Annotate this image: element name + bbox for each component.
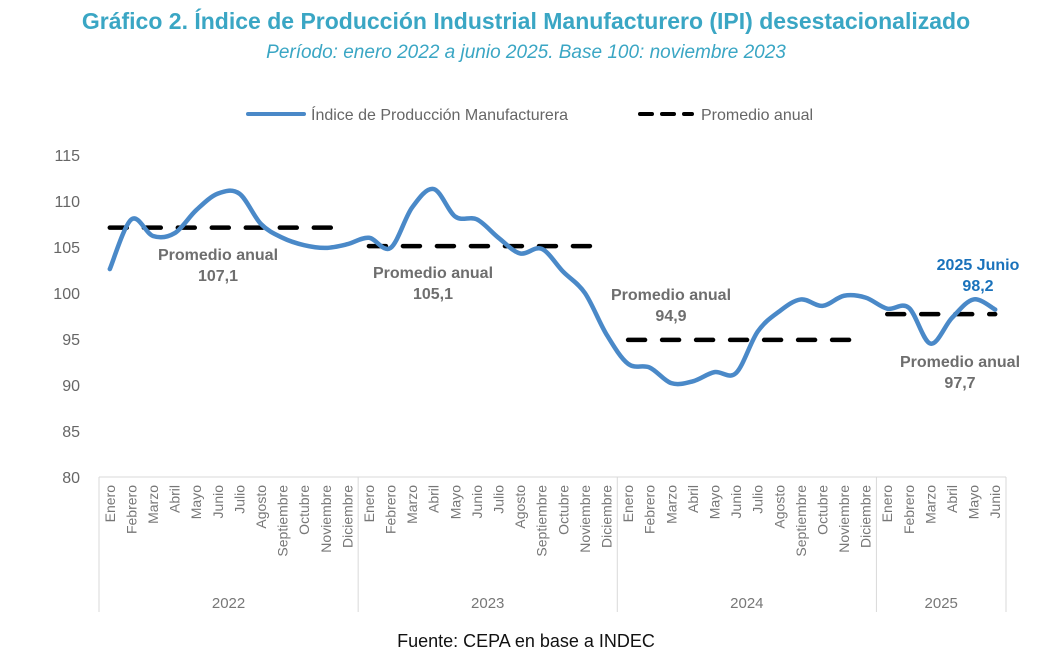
x-tick-label: Abril <box>685 485 701 513</box>
x-tick-label: Enero <box>879 485 895 523</box>
x-tick-label: Enero <box>620 485 636 523</box>
year-label: 2023 <box>471 595 504 612</box>
x-tick-label: Julio <box>750 485 766 514</box>
chart-title: Gráfico 2. Índice de Producción Industri… <box>81 8 971 34</box>
annotation-label: Promedio anual <box>373 265 493 282</box>
x-tick-label: Agosto <box>512 485 528 529</box>
legend: Índice de Producción Manufacturera Prome… <box>246 105 813 124</box>
x-tick-label: Abril <box>426 485 442 513</box>
x-tick-label: Mayo <box>706 485 722 519</box>
annotations: Promedio anual 107,1 Promedio anual 105,1 Pr… <box>158 247 1020 392</box>
annotation-value: 97,7 <box>944 375 975 392</box>
x-tick-label: Octubre <box>296 485 312 535</box>
legend-label-index: Índice de Producción Manufacturera <box>311 105 568 124</box>
x-tick-label: Febrero <box>901 485 917 534</box>
x-tick-label: Mayo <box>447 485 463 519</box>
average-lines <box>107 225 998 343</box>
x-tick-label: Enero <box>361 485 377 523</box>
x-tick-label: Marzo <box>922 485 938 524</box>
annotation-label: Promedio anual <box>158 247 278 264</box>
x-tick-label: Enero <box>102 485 118 523</box>
x-tick-label: Septiembre <box>534 485 550 557</box>
series-index <box>107 186 998 387</box>
year-label: 2025 <box>925 595 958 612</box>
chart-source: Fuente: CEPA en base a INDEC <box>397 631 655 651</box>
annotation-value: 94,9 <box>655 308 686 325</box>
y-tick-label: 95 <box>62 332 80 349</box>
x-tick-label: Abril <box>167 485 183 513</box>
annotation-value: 98,2 <box>962 278 993 295</box>
year-label: 2022 <box>212 595 245 612</box>
y-tick-label: 115 <box>54 148 80 165</box>
x-axis: Enero Febrero Marzo Abril Mayo Junio Julio Agos… <box>98 476 1007 612</box>
x-tick-label: Febrero <box>642 485 658 534</box>
x-tick-label: Julio <box>491 485 507 514</box>
x-tick-label: Junio <box>469 485 485 519</box>
x-tick-label: Junio <box>728 485 744 519</box>
x-tick-label: Febrero <box>123 485 139 534</box>
y-tick-label: 80 <box>62 470 80 487</box>
y-tick-label: 85 <box>62 424 80 441</box>
x-tick-label: Diciembre <box>598 485 614 548</box>
x-tick-label: Agosto <box>253 485 269 529</box>
x-tick-label: Agosto <box>771 485 787 529</box>
x-tick-label: Marzo <box>145 485 161 524</box>
x-tick-label: Noviembre <box>836 485 852 553</box>
series-line <box>107 186 998 387</box>
y-tick-label: 105 <box>53 240 80 257</box>
annotation-label: 2025 Junio <box>937 257 1020 274</box>
legend-label-average: Promedio anual <box>701 107 813 124</box>
x-tick-label: Noviembre <box>318 485 334 553</box>
x-tick-label: Noviembre <box>577 485 593 553</box>
x-tick-label: Diciembre <box>858 485 874 548</box>
y-tick-label: 90 <box>62 378 80 395</box>
x-tick-label: Septiembre <box>793 485 809 557</box>
x-tick-label: Septiembre <box>275 485 291 557</box>
annotation-label: Promedio anual <box>900 354 1020 371</box>
x-tick-label: Diciembre <box>339 485 355 548</box>
x-tick-label: Mayo <box>188 485 204 519</box>
x-tick-label: Abril <box>944 485 960 513</box>
annotation-label: Promedio anual <box>611 287 731 304</box>
x-tick-label: Marzo <box>663 485 679 524</box>
x-tick-label: Marzo <box>404 485 420 524</box>
x-tick-label: Febrero <box>383 485 399 534</box>
x-tick-label: Julio <box>231 485 247 514</box>
y-axis: 115 110 105 100 95 90 85 80 <box>53 148 80 487</box>
x-tick-label: Mayo <box>966 485 982 519</box>
y-tick-label: 110 <box>54 194 80 211</box>
x-tick-label: Octubre <box>555 485 571 535</box>
year-label: 2024 <box>730 595 763 612</box>
chart-subtitle: Período: enero 2022 a junio 2025. Base 1… <box>266 42 786 63</box>
annotation-value: 107,1 <box>198 268 238 285</box>
annotation-value: 105,1 <box>413 286 453 303</box>
x-tick-label: Junio <box>210 485 226 519</box>
y-tick-label: 100 <box>53 286 80 303</box>
x-tick-label: Junio <box>987 485 1003 519</box>
x-tick-label: Octubre <box>814 485 830 535</box>
